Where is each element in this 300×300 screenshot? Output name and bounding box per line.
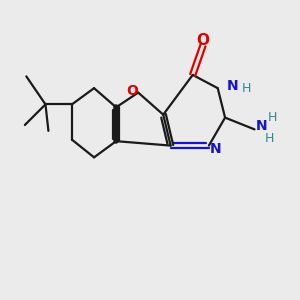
Text: N: N	[210, 142, 221, 156]
Text: H: H	[241, 82, 251, 95]
Text: O: O	[126, 84, 138, 98]
Text: N: N	[256, 119, 268, 134]
Text: O: O	[196, 33, 209, 48]
Text: H: H	[265, 132, 274, 145]
Text: N: N	[227, 79, 239, 93]
Text: H: H	[268, 110, 277, 124]
